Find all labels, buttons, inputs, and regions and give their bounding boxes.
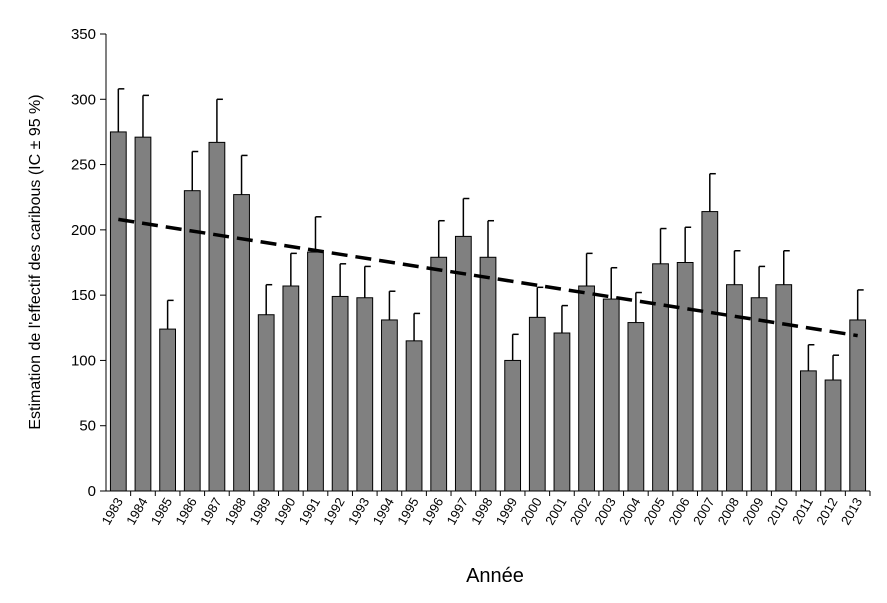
bar	[652, 263, 669, 492]
x-tick-label: 2012	[813, 495, 840, 528]
x-tick-label: 1997	[444, 495, 471, 528]
y-tick-label: 50	[79, 418, 96, 435]
bar	[627, 322, 645, 492]
bar	[356, 297, 374, 492]
bar	[454, 235, 472, 492]
y-tick-label: 100	[71, 352, 96, 369]
y-tick-label: 250	[71, 157, 96, 174]
x-tick-label: 2001	[542, 495, 569, 528]
x-tick-label: 1987	[197, 495, 224, 528]
trend-line	[118, 217, 858, 338]
bar	[701, 211, 719, 492]
bar	[726, 284, 743, 492]
x-tick-label: 2013	[838, 495, 865, 528]
x-tick-label: 2005	[641, 495, 668, 528]
x-axis-label: Année	[466, 565, 524, 587]
bar	[257, 314, 275, 492]
bar	[800, 370, 817, 492]
bar	[824, 379, 842, 492]
x-tick-label: 1990	[271, 495, 298, 528]
x-tick-label: 2011	[789, 495, 816, 527]
x-tick-label: 2010	[764, 495, 791, 528]
bar	[405, 340, 423, 492]
x-tick-label: 1989	[246, 495, 273, 528]
y-tick-label: 350	[71, 26, 96, 43]
bar	[307, 251, 324, 492]
y-axis-label: Estimation de l'effectif des caribous (I…	[27, 94, 44, 429]
bar	[676, 262, 694, 492]
x-tick-label: 1996	[419, 495, 446, 528]
x-tick-label: 2008	[715, 495, 742, 528]
y-tick-label: 300	[71, 91, 96, 108]
bar	[282, 285, 300, 492]
bar	[183, 190, 201, 492]
bar	[159, 328, 176, 492]
y-tick-label: 150	[71, 287, 96, 304]
bar	[233, 194, 250, 492]
x-tick-label: 2004	[616, 495, 643, 528]
bar	[504, 359, 522, 492]
x-tick-label: 1986	[172, 495, 199, 528]
x-tick-label: 2007	[690, 495, 717, 528]
bar	[134, 136, 152, 492]
bar	[381, 319, 398, 492]
x-tick-label: 1998	[468, 495, 495, 528]
x-tick-label: 1988	[222, 495, 249, 528]
x-tick-label: 1991	[296, 495, 323, 528]
bar	[578, 285, 595, 492]
x-tick-label: 1984	[123, 495, 150, 528]
bar	[331, 295, 349, 492]
y-tick-label: 200	[71, 222, 96, 239]
bar	[750, 297, 768, 492]
bar	[602, 298, 620, 492]
bar	[208, 141, 226, 492]
x-tick-label: 2003	[591, 495, 618, 528]
x-tick-label: 1995	[394, 495, 421, 528]
x-tick-label: 2002	[567, 495, 594, 528]
y-tick-label: 0	[88, 483, 96, 500]
x-tick-label: 2000	[517, 495, 544, 528]
x-tick-label: 1993	[345, 495, 372, 528]
x-tick-label: 1985	[148, 495, 175, 528]
x-tick-label: 2006	[665, 495, 692, 528]
bar	[849, 319, 867, 492]
x-tick-label: 1999	[493, 495, 520, 528]
bar	[479, 256, 497, 492]
bar	[553, 332, 571, 492]
bar	[528, 316, 546, 492]
x-tick-label: 1992	[320, 495, 347, 528]
x-tick-label: 1983	[98, 495, 125, 528]
x-tick-label: 2009	[739, 495, 766, 528]
bar	[109, 131, 127, 492]
bar	[430, 256, 448, 492]
bar	[775, 284, 793, 492]
x-tick-label: 1994	[370, 495, 397, 528]
